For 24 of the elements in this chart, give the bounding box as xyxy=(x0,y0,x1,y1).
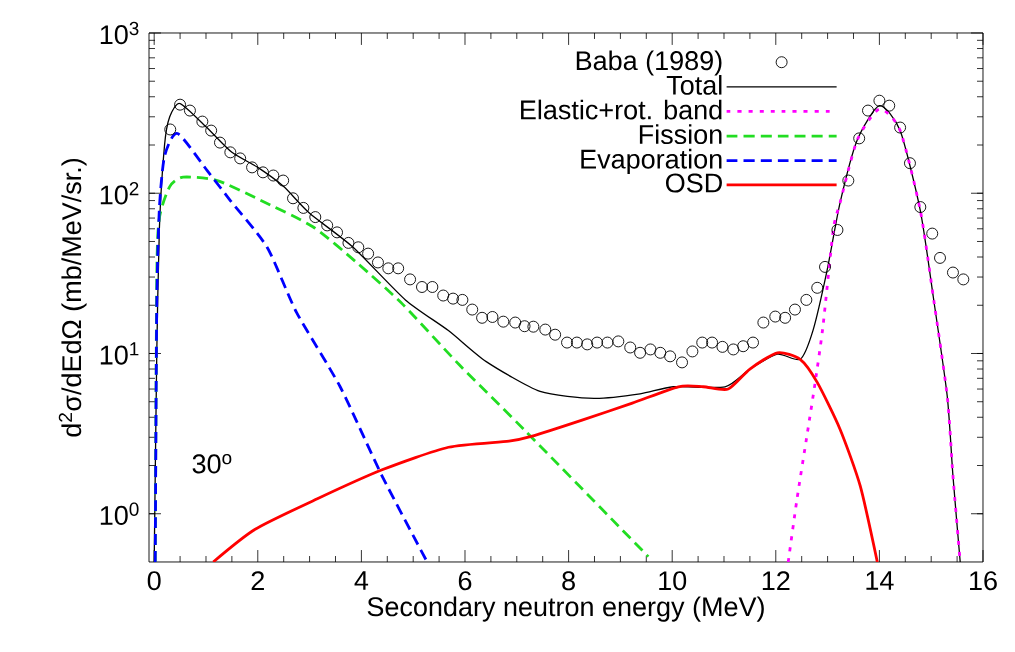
legend-label: Elastic+rot. band xyxy=(521,99,722,120)
x-tick-label: 12 xyxy=(762,571,790,591)
x-tick-label: 2 xyxy=(251,571,264,591)
legend-label: Total xyxy=(666,75,722,95)
legend-label: OSD xyxy=(666,173,722,193)
y-tick-label: 10$^{0}$ xyxy=(100,502,139,525)
x-tick-label: 14 xyxy=(866,571,894,590)
x-axis-title: Secondary neutron energy (MeV) xyxy=(367,596,764,622)
y-tick-label: 10$^{3}$ xyxy=(100,21,139,45)
legend-label: Evaporation xyxy=(581,148,722,175)
x-tick-label: 16 xyxy=(970,571,997,591)
line-series xyxy=(786,107,962,562)
legend-label: Baba (1989) xyxy=(576,50,722,76)
x-tick-label: 10 xyxy=(659,571,687,591)
x-tick-label: 0 xyxy=(147,571,161,591)
y-axis-title: d$^{2}$σ/dEdΩ (mb/MeV/sr.) xyxy=(58,158,87,437)
line-series xyxy=(153,132,429,562)
y-tick-label: 10$^{2}$ xyxy=(100,182,139,205)
x-tick-label: 6 xyxy=(458,571,472,591)
y-tick-label: 10$^{1}$ xyxy=(100,342,139,365)
legend-label: Fission xyxy=(639,124,722,145)
annotation: 30$^{o}$ xyxy=(192,453,232,474)
x-tick-label: 8 xyxy=(562,571,575,591)
x-tick-label: 4 xyxy=(354,571,369,590)
